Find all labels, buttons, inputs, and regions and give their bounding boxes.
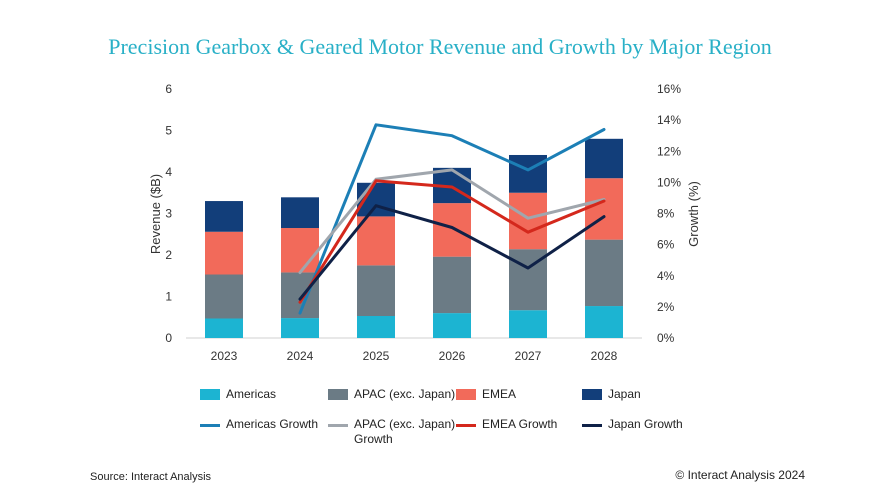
bar-japan-2028 xyxy=(585,138,623,179)
legend-item-emea-growth: EMEA Growth xyxy=(456,417,592,432)
legend-label-apac: APAC (exc. Japan) xyxy=(354,387,456,401)
bar-apac-exc-japan-2023 xyxy=(205,274,243,319)
x-tick-label: 2024 xyxy=(287,349,314,363)
bar-emea-2025 xyxy=(357,216,395,266)
legend-item-apac: APAC (exc. Japan) xyxy=(328,387,464,402)
legend-label-emea: EMEA xyxy=(482,387,517,401)
bar-apac-exc-japan-2026 xyxy=(433,256,471,314)
y-tick-label: 0 xyxy=(165,331,172,345)
y-tick-label: 2 xyxy=(165,248,172,262)
legend-item-emea: EMEA xyxy=(456,387,592,402)
y-tick-label: 4 xyxy=(165,165,172,179)
legend-swatch-americas xyxy=(200,389,220,400)
y-tick-label: 5 xyxy=(165,124,172,138)
bar-japan-2027 xyxy=(509,154,547,193)
line-americas-growth xyxy=(298,123,606,315)
source-note: Source: Interact Analysis xyxy=(90,471,212,483)
bar-emea-2028 xyxy=(585,178,623,240)
bar-layer xyxy=(205,138,623,338)
legend-label-japan: Japan xyxy=(608,387,641,401)
bar-americas-2025 xyxy=(357,316,395,338)
bar-apac-exc-japan-2025 xyxy=(357,265,395,317)
y2-axis-label: Growth (%) xyxy=(686,181,701,247)
bar-americas-2024 xyxy=(281,318,319,338)
y2-tick-label: 16% xyxy=(657,82,681,96)
bar-americas-2026 xyxy=(433,313,471,338)
bar-emea-2023 xyxy=(205,231,243,275)
y2-tick-label: 4% xyxy=(657,269,675,283)
x-tick-label: 2023 xyxy=(211,349,238,363)
legend-swatch-americas-growth xyxy=(200,424,220,427)
bar-americas-2023 xyxy=(205,318,243,338)
y2-tick-label: 0% xyxy=(657,331,675,345)
x-tick-label: 2028 xyxy=(591,349,618,363)
y-axis-left: 0 1 2 3 4 5 6 xyxy=(165,82,172,345)
y2-tick-label: 10% xyxy=(657,175,681,189)
bar-americas-2027 xyxy=(509,310,547,338)
line-layer xyxy=(298,123,606,315)
legend-label-americas-growth: Americas Growth xyxy=(226,417,319,431)
y-axis-label: Revenue ($B) xyxy=(148,174,163,254)
y-axis-right: 0% 2% 4% 6% 8% 10% 12% 14% 16% xyxy=(657,82,681,345)
y2-tick-label: 14% xyxy=(657,113,681,127)
legend-label-emea-growth: EMEA Growth xyxy=(482,417,558,431)
y-tick-label: 3 xyxy=(165,207,172,221)
legend-swatch-japan-growth xyxy=(582,424,602,427)
copyright-note: © Interact Analysis 2024 xyxy=(675,468,805,482)
legend-label-japan-growth: Japan Growth xyxy=(608,417,683,431)
legend-label-americas: Americas xyxy=(226,387,277,401)
legend-item-japan: Japan xyxy=(582,387,718,402)
y2-tick-label: 2% xyxy=(657,300,675,314)
legend-swatch-emea-growth xyxy=(456,424,476,427)
bar-emea-2024 xyxy=(281,228,319,273)
bar-japan-2024 xyxy=(281,197,319,229)
line-apac-exc-japan-growth xyxy=(298,168,606,275)
chart-title: Precision Gearbox & Geared Motor Revenue… xyxy=(108,34,772,59)
bar-japan-2023 xyxy=(205,201,243,232)
x-tick-label: 2026 xyxy=(439,349,466,363)
x-tick-label: 2027 xyxy=(515,349,542,363)
bar-apac-exc-japan-2028 xyxy=(585,239,623,307)
legend-swatch-apac-growth xyxy=(328,424,348,427)
legend-swatch-apac xyxy=(328,389,348,400)
y2-tick-label: 12% xyxy=(657,144,681,158)
legend-item-americas-growth: Americas Growth xyxy=(200,417,336,432)
bar-emea-2026 xyxy=(433,203,471,257)
legend-item-americas: Americas xyxy=(200,387,336,402)
bar-americas-2028 xyxy=(585,306,623,338)
line-japan-growth xyxy=(298,204,606,301)
y-tick-label: 1 xyxy=(165,290,172,304)
legend-swatch-japan xyxy=(582,389,602,400)
bar-emea-2027 xyxy=(509,192,547,250)
y-tick-label: 6 xyxy=(165,82,172,96)
legend-item-apac-growth: APAC (exc. Japan) Growth xyxy=(328,417,464,447)
legend-swatch-emea xyxy=(456,389,476,400)
y2-tick-label: 6% xyxy=(657,238,675,252)
line-emea-growth xyxy=(298,179,606,304)
x-tick-label: 2025 xyxy=(363,349,390,363)
y2-tick-label: 8% xyxy=(657,207,675,221)
legend-item-japan-growth: Japan Growth xyxy=(582,417,718,432)
legend-label-apac-growth: APAC (exc. Japan) Growth xyxy=(354,417,456,446)
x-axis: 2023 2024 2025 2026 2027 2028 xyxy=(211,349,618,363)
